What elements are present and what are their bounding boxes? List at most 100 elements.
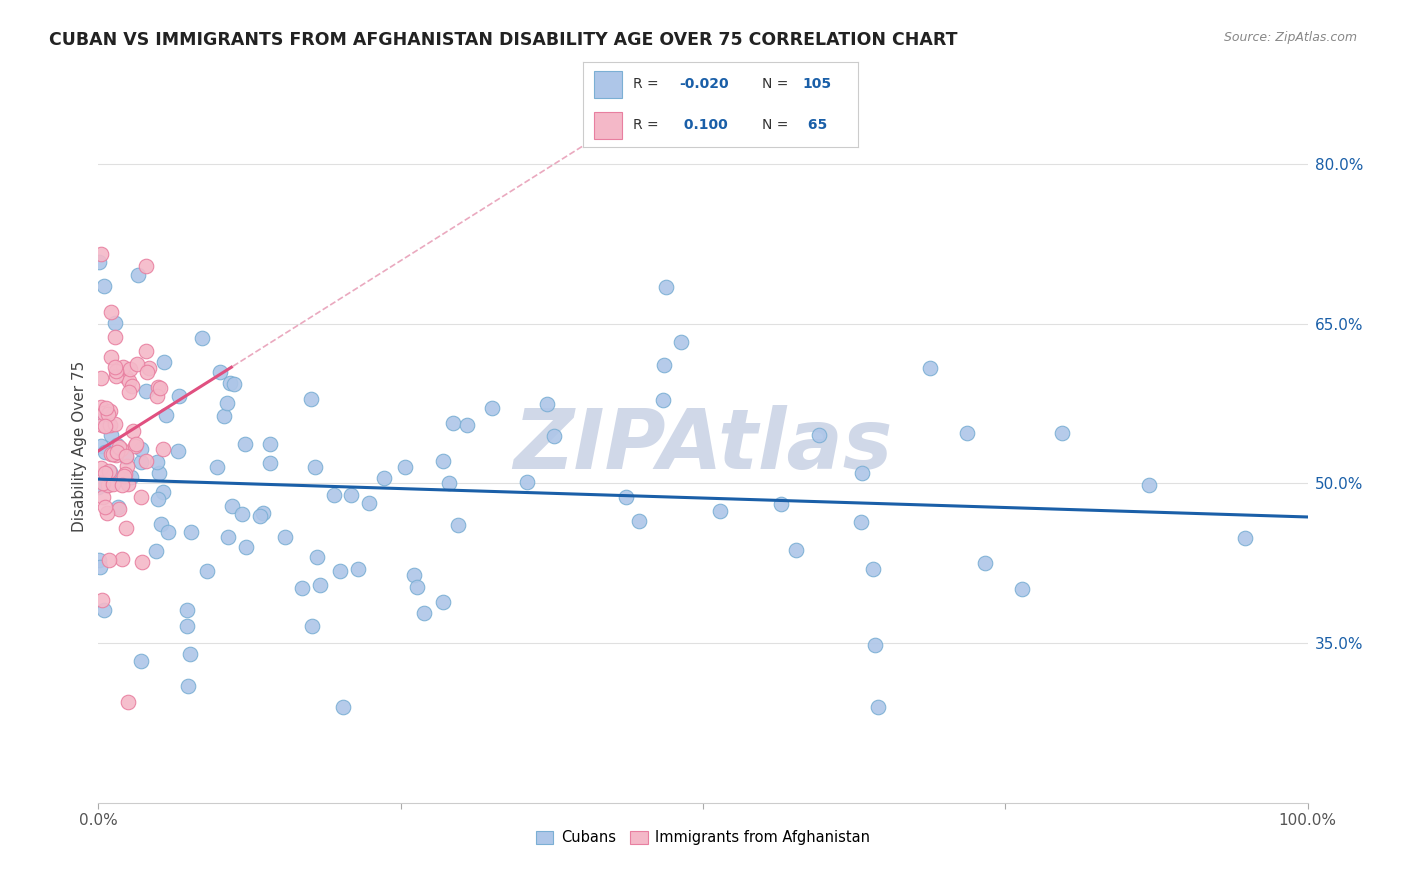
Point — [851, 467, 873, 481]
Point — [709, 504, 731, 518]
Point — [329, 564, 352, 578]
Point — [652, 358, 675, 372]
Point — [124, 438, 146, 452]
Point — [152, 355, 174, 369]
Point — [176, 619, 198, 633]
Point — [862, 562, 884, 576]
Point — [121, 379, 143, 393]
Point — [218, 376, 240, 390]
Point — [402, 567, 425, 582]
Text: 0.100: 0.100 — [679, 118, 728, 132]
Point — [221, 499, 243, 513]
Point — [117, 695, 139, 709]
Point — [394, 459, 416, 474]
Point — [290, 581, 312, 595]
Text: R =: R = — [633, 78, 658, 92]
Point — [233, 437, 256, 451]
Point — [90, 371, 112, 385]
Point — [231, 507, 253, 521]
Point — [93, 406, 115, 420]
Point — [309, 577, 332, 591]
Point — [301, 619, 323, 633]
Point — [100, 304, 122, 318]
Point — [110, 442, 132, 457]
Point — [252, 507, 274, 521]
Point — [146, 379, 169, 393]
Point — [155, 408, 177, 422]
Point — [373, 471, 395, 485]
Point — [146, 492, 169, 507]
Point — [104, 448, 127, 462]
Point — [114, 467, 136, 481]
Point — [135, 384, 157, 398]
Point — [481, 401, 503, 416]
Point — [432, 454, 454, 468]
Point — [956, 425, 979, 440]
Point — [918, 360, 941, 375]
Point — [87, 553, 110, 567]
Point — [131, 442, 153, 456]
Point — [127, 357, 149, 371]
Point — [118, 385, 141, 400]
Point — [863, 638, 886, 652]
Point — [209, 365, 232, 379]
Point — [207, 459, 229, 474]
Text: ZIPAtlas: ZIPAtlas — [513, 406, 893, 486]
Point — [167, 389, 190, 403]
Point — [129, 654, 152, 668]
Point — [131, 491, 153, 505]
Point — [1011, 582, 1033, 596]
Y-axis label: Disability Age Over 75: Disability Age Over 75 — [72, 360, 87, 532]
Point — [614, 490, 637, 504]
Point — [138, 360, 160, 375]
Text: R =: R = — [633, 118, 658, 132]
Text: 65: 65 — [803, 118, 827, 132]
Point — [146, 389, 169, 403]
Point — [94, 418, 117, 433]
Point — [179, 647, 201, 661]
Point — [259, 456, 281, 470]
Point — [97, 407, 120, 421]
Point — [131, 555, 153, 569]
Point — [145, 455, 167, 469]
Point — [120, 470, 142, 484]
Point — [115, 449, 138, 463]
Point — [152, 442, 174, 456]
Point — [249, 508, 271, 523]
Point — [974, 556, 997, 570]
Point — [90, 417, 112, 432]
Point — [96, 506, 118, 520]
Point — [340, 488, 363, 502]
Point — [112, 360, 135, 375]
Point — [148, 466, 170, 480]
Text: -0.020: -0.020 — [679, 78, 730, 92]
Point — [136, 365, 159, 379]
Point — [1234, 531, 1257, 545]
Point — [307, 550, 329, 565]
Point — [98, 404, 121, 418]
Point — [866, 700, 889, 714]
Point — [129, 455, 152, 469]
Point — [115, 370, 138, 384]
Point — [125, 437, 148, 451]
Point — [100, 447, 122, 461]
Text: N =: N = — [762, 78, 789, 92]
Point — [652, 393, 675, 408]
Point — [156, 524, 179, 539]
Point — [93, 279, 115, 293]
FancyBboxPatch shape — [595, 71, 621, 98]
Point — [447, 518, 470, 533]
Point — [135, 454, 157, 468]
Text: 105: 105 — [803, 78, 832, 92]
Point — [224, 376, 246, 391]
Point — [413, 606, 436, 620]
Point — [91, 490, 114, 504]
Point — [90, 461, 112, 475]
Point — [96, 478, 118, 492]
Point — [441, 416, 464, 430]
Point — [93, 603, 115, 617]
Point — [536, 397, 558, 411]
Point — [332, 700, 354, 714]
Point — [195, 564, 218, 578]
Point — [152, 485, 174, 500]
